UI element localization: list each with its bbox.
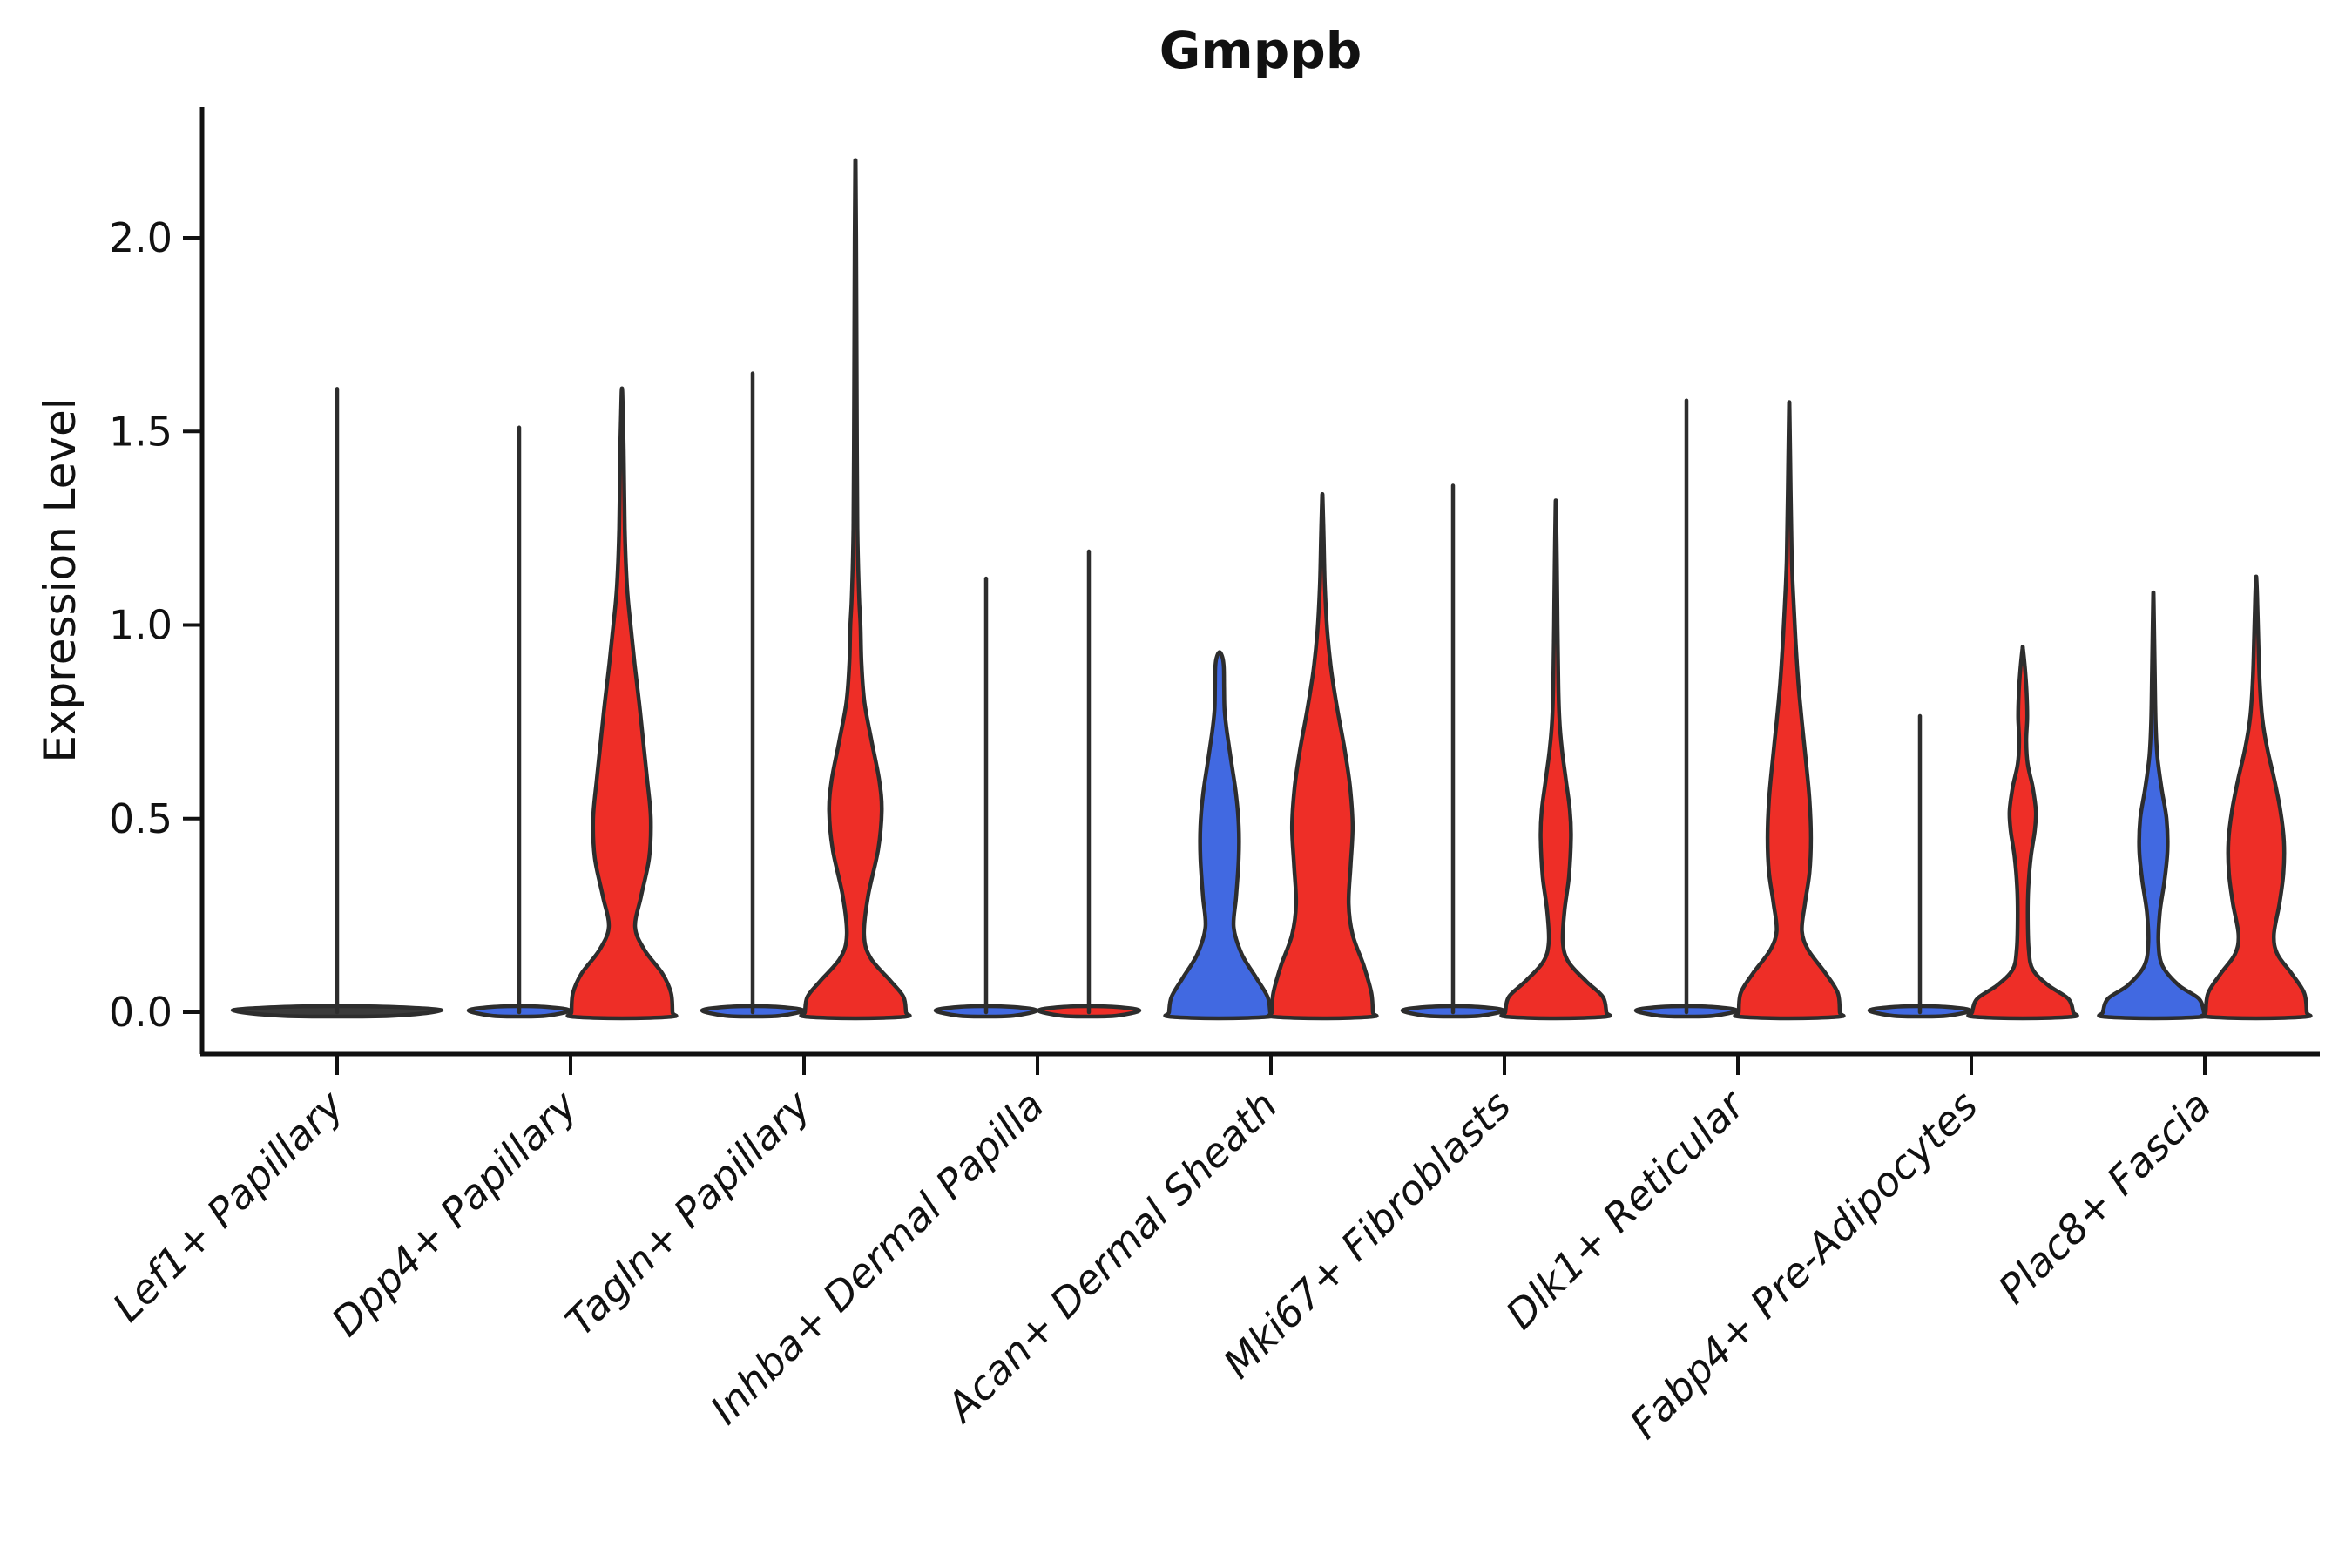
category-label: Tagln+ Papillary — [556, 1081, 820, 1345]
category-label: Plac8+ Fascia — [1989, 1082, 2220, 1313]
category-label: Dlk1+ Reticular — [1497, 1079, 1755, 1338]
category-label: Lef1+ Papillary — [104, 1081, 353, 1330]
y-tick-label: 1.5 — [109, 408, 172, 455]
violin-5-red — [1499, 498, 1612, 1021]
violin-2-red — [799, 158, 912, 1021]
category-label: Dpp4+ Papillary — [322, 1081, 586, 1345]
y-tick-label: 1.0 — [109, 602, 172, 649]
violin-4-blue — [1163, 650, 1276, 1021]
violin-7-red — [1966, 644, 2079, 1021]
plot-title: Gmppb — [1159, 21, 1362, 80]
y-tick-label: 0.0 — [109, 989, 172, 1036]
violin-6-red — [1733, 400, 1846, 1021]
violin-8-red — [2200, 574, 2313, 1021]
y-tick-label: 2.0 — [109, 214, 172, 261]
violin-4-red — [1266, 491, 1379, 1021]
violin-1-red — [565, 386, 679, 1021]
y-tick-label: 0.5 — [109, 795, 172, 842]
violin-8-blue — [2097, 590, 2210, 1021]
y-axis-label: Expression Level — [35, 397, 85, 762]
